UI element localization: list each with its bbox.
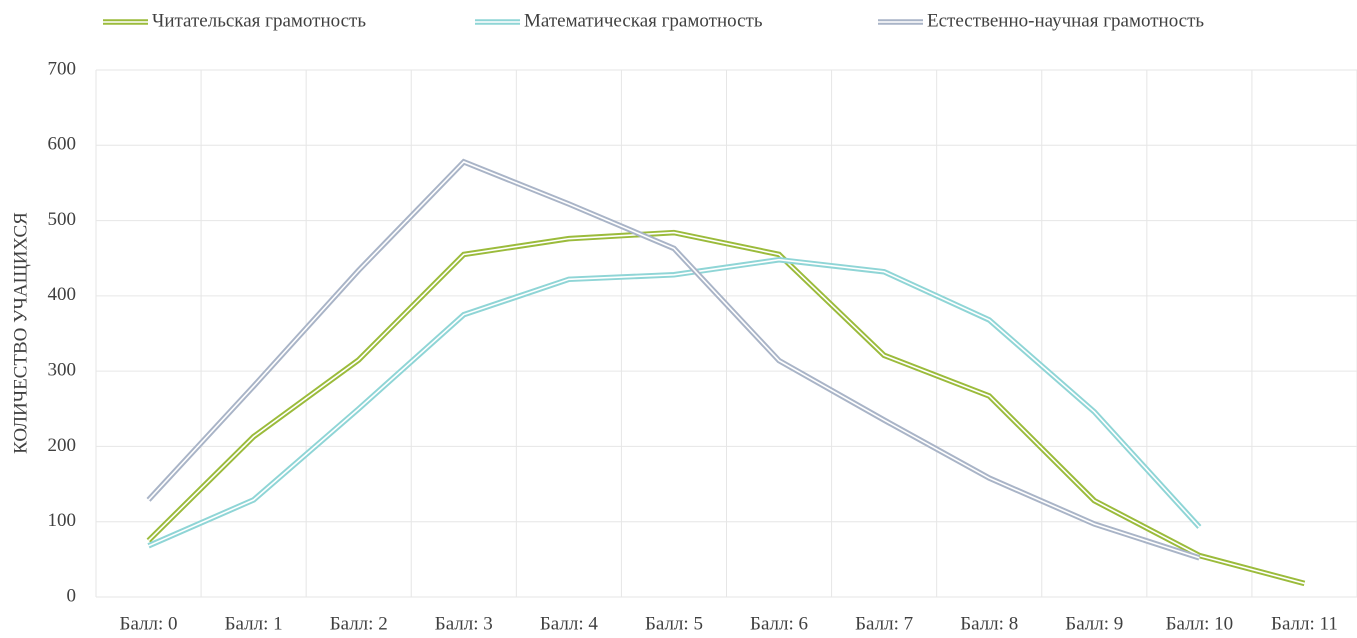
x-tick-label: Балл: 6 — [750, 613, 808, 634]
x-tick-label: Балл: 10 — [1166, 613, 1234, 634]
x-tick-label: Балл: 7 — [855, 613, 913, 634]
x-tick-label: Балл: 3 — [435, 613, 493, 634]
legend-label: Естественно-научная грамотность — [927, 10, 1204, 31]
x-tick-label: Балл: 11 — [1271, 613, 1338, 634]
x-tick-label: Балл: 4 — [540, 613, 599, 634]
y-tick-label: 600 — [48, 134, 77, 155]
legend-label: Математическая грамотность — [524, 10, 763, 31]
y-tick-label: 100 — [48, 510, 77, 531]
y-tick-label: 200 — [48, 435, 77, 456]
legend-label: Читательская грамотность — [152, 10, 366, 31]
series-line-inner — [147, 231, 1305, 585]
x-tick-label: Балл: 0 — [120, 613, 178, 634]
y-tick-label: 0 — [67, 585, 77, 606]
y-tick-label: 500 — [48, 209, 77, 230]
x-tick-label: Балл: 8 — [960, 613, 1018, 634]
series-line-inner — [147, 160, 1200, 559]
x-tick-label: Балл: 2 — [330, 613, 388, 634]
x-tick-label: Балл: 9 — [1065, 613, 1123, 634]
x-tick-label: Балл: 5 — [645, 613, 703, 634]
y-tick-label: 700 — [48, 58, 77, 79]
x-tick-label: Балл: 1 — [225, 613, 283, 634]
y-tick-label: 300 — [48, 360, 77, 381]
y-tick-label: 400 — [48, 284, 77, 305]
y-axis-label: КОЛИЧЕСТВО УЧАЩИХСЯ — [10, 212, 31, 454]
series-line-inner — [148, 258, 1200, 547]
